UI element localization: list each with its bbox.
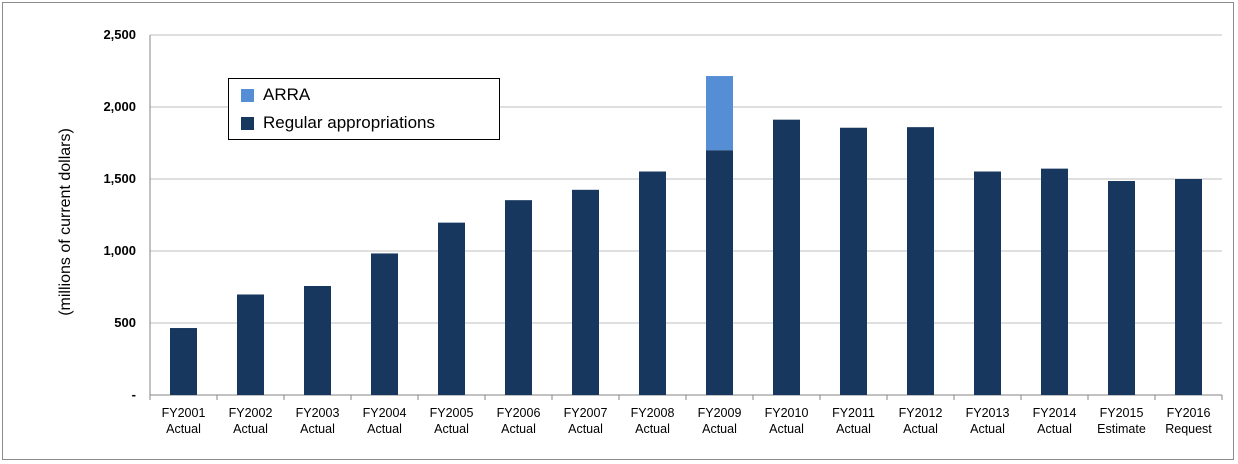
x-tick-labels: FY2001 Actual FY2002 Actual FY2003 Actual FY20… — [162, 406, 1213, 436]
y-tick-label: 2,500 — [103, 27, 136, 42]
x-tick-label-status: Actual — [300, 422, 335, 436]
x-tick-label-year: FY2002 — [229, 406, 273, 420]
y-tick-label: 500 — [114, 315, 136, 330]
bar-regular-fy2012 — [907, 127, 934, 395]
bar-regular-fy2009 — [706, 150, 733, 395]
x-tick-label-year: FY2006 — [497, 406, 541, 420]
bar-regular-fy2006 — [505, 200, 532, 395]
x-tick-label-status: Actual — [970, 422, 1005, 436]
bar-regular-fy2001 — [170, 328, 197, 395]
x-tick-label-year: FY2011 — [832, 406, 875, 420]
x-tick-label-status: Estimate — [1097, 422, 1146, 436]
x-tick-label-status: Actual — [1037, 422, 1072, 436]
legend-item-regular: Regular appropriations — [241, 113, 435, 133]
bar-regular-fy2003 — [304, 285, 331, 395]
bar-regular-fy2004 — [371, 253, 398, 395]
bar-arra-fy2009 — [706, 76, 733, 151]
x-tick-label-year: FY2016 — [1167, 406, 1211, 420]
x-tick-label-status: Actual — [434, 422, 469, 436]
x-tick-label-year: FY2014 — [1033, 406, 1077, 420]
x-tick-label-status: Actual — [367, 422, 402, 436]
x-tick-label-status: Actual — [836, 422, 871, 436]
legend-label-regular: Regular appropriations — [263, 113, 435, 132]
legend-swatch-arra — [241, 88, 254, 102]
legend-item-arra: ARRA — [241, 85, 310, 105]
bar-regular-fy2010 — [773, 119, 800, 395]
bar-regular-fy2008 — [639, 171, 666, 395]
x-tick-label-status: Actual — [635, 422, 670, 436]
y-axis-label: (millions of current dollars) — [57, 128, 74, 316]
x-tick-label-year: FY2001 — [162, 406, 206, 420]
bar-regular-fy2011 — [840, 127, 867, 396]
bar-regular-fy2015 — [1108, 181, 1135, 395]
x-tick-label-year: FY2012 — [899, 406, 943, 420]
x-tick-label-status: Actual — [769, 422, 804, 436]
x-tick-label-status: Actual — [702, 422, 737, 436]
legend: ARRA Regular appropriations — [228, 78, 500, 140]
x-tick-label-year: FY2008 — [631, 406, 675, 420]
bar-regular-fy2002 — [237, 294, 264, 395]
x-tick-label-status: Actual — [233, 422, 268, 436]
x-tick-label-year: FY2013 — [966, 406, 1010, 420]
bar-regular-fy2013 — [974, 171, 1001, 395]
x-tick-label-status: Actual — [903, 422, 938, 436]
bar-regular-fy2016 — [1175, 179, 1202, 395]
x-tick-label-status: Actual — [568, 422, 603, 436]
legend-label-arra: ARRA — [263, 85, 311, 104]
bar-regular-fy2005 — [438, 222, 465, 395]
x-tick-label-year: FY2010 — [765, 406, 809, 420]
x-tick-label-status: Actual — [501, 422, 536, 436]
x-tick-label-year: FY2004 — [363, 406, 407, 420]
y-tick-label: 1,000 — [103, 243, 136, 258]
x-tick-label-year: FY2007 — [564, 406, 608, 420]
x-tick-label-status: Request — [1165, 422, 1212, 436]
y-tick-label: - — [132, 387, 136, 402]
y-tick-labels: - 500 1,000 1,500 2,000 2,500 — [103, 27, 136, 402]
x-tick-label-year: FY2003 — [296, 406, 340, 420]
bar-regular-fy2014 — [1041, 168, 1068, 395]
x-tick-label-year: FY2005 — [430, 406, 474, 420]
x-tick-label-year: FY2015 — [1100, 406, 1144, 420]
y-tick-label: 2,000 — [103, 99, 136, 114]
bars — [170, 76, 1202, 396]
bar-regular-fy2007 — [572, 189, 599, 395]
x-tick-label-status: Actual — [166, 422, 201, 436]
y-tick-label: 1,500 — [103, 171, 136, 186]
x-tick-label-year: FY2009 — [698, 406, 742, 420]
legend-swatch-regular — [241, 116, 254, 130]
